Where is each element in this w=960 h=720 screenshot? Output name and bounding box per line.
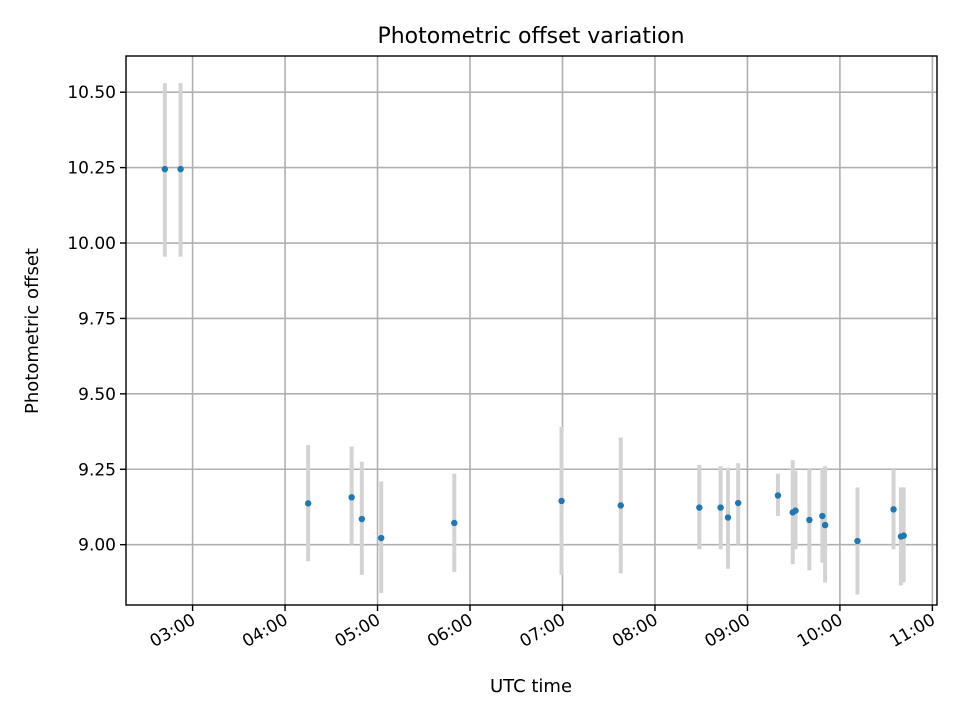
x-axis-ticks: 03:00 04:00 05:00 06:00 07:00 08:00 09:00 10:00… [147, 605, 939, 652]
data-point [304, 500, 312, 507]
data-point [717, 504, 724, 511]
y-tick-label: 10.25 [67, 159, 116, 179]
x-tick-label: 03:00 [147, 610, 199, 652]
y-tick-label: 9.00 [78, 536, 116, 556]
data-point [734, 499, 742, 507]
y-axis-label: Photometric offset [22, 248, 43, 414]
data-point [177, 165, 184, 173]
data-point [890, 506, 897, 513]
chart-title: Photometric offset variation [377, 24, 684, 49]
x-tick-label: 08:00 [609, 610, 661, 652]
y-axis-ticks: 9.00 9.25 9.50 9.75 10.00 10.25 10.50 [67, 83, 126, 556]
y-tick-label: 9.25 [78, 460, 116, 480]
data-point [358, 515, 366, 523]
y-tick-label: 10.00 [67, 234, 116, 254]
y-tick-label: 9.50 [78, 385, 116, 405]
data-point [451, 519, 458, 527]
x-tick-label: 09:00 [701, 610, 753, 652]
data-point [161, 165, 169, 173]
data-point [558, 497, 565, 505]
x-tick-label: 04:00 [239, 610, 291, 652]
data-points [161, 165, 907, 545]
data-point [617, 502, 624, 509]
data-point [821, 521, 829, 529]
grid [126, 56, 937, 605]
data-point [819, 512, 826, 520]
x-tick-label: 11:00 [886, 610, 938, 652]
data-point [806, 516, 813, 524]
y-tick-label: 10.50 [67, 83, 116, 103]
data-point [854, 537, 861, 545]
x-tick-label: 05:00 [332, 610, 384, 652]
x-tick-label: 07:00 [517, 610, 569, 652]
data-point [378, 534, 385, 542]
data-point [774, 492, 782, 499]
x-tick-label: 06:00 [424, 610, 476, 652]
y-tick-label: 9.75 [78, 309, 116, 329]
data-point [792, 507, 799, 514]
data-point [900, 532, 907, 539]
x-axis-label: UTC time [490, 676, 572, 697]
x-tick-label: 10:00 [794, 610, 846, 652]
error-bars [162, 83, 906, 595]
plot-frame [125, 55, 938, 606]
data-point [724, 514, 732, 521]
data-point [696, 504, 703, 511]
data-point [348, 494, 355, 501]
